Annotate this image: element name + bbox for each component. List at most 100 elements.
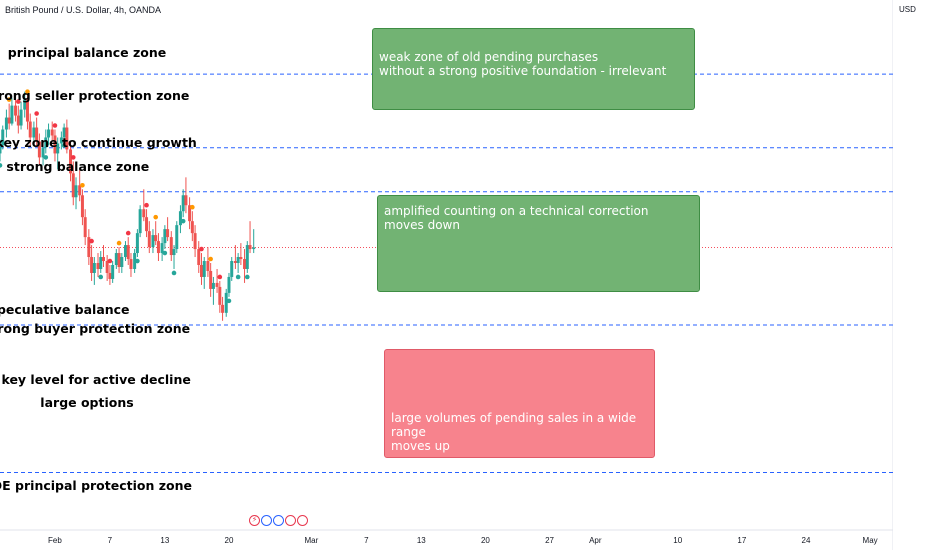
candle-body[interactable]	[0, 145, 2, 154]
zone-annotation[interactable]: key level for active decline	[1, 372, 191, 388]
us-flag-icon[interactable]	[297, 515, 308, 526]
candle-body[interactable]	[133, 253, 137, 269]
candle-body[interactable]	[178, 211, 182, 226]
candle-body[interactable]	[211, 282, 215, 289]
candle-body[interactable]	[175, 225, 179, 250]
zone-annotation[interactable]: key zone to continue growth	[0, 135, 197, 151]
candle-body[interactable]	[87, 237, 91, 258]
candle-body[interactable]	[202, 261, 206, 277]
candle-body[interactable]	[209, 270, 213, 289]
candle-body[interactable]	[243, 259, 247, 269]
candle-body[interactable]	[156, 241, 160, 254]
candle-body[interactable]	[227, 276, 231, 293]
candle-body[interactable]	[28, 121, 32, 138]
candle-body[interactable]	[248, 245, 252, 250]
candle-body[interactable]	[123, 245, 127, 258]
candle-body[interactable]	[154, 235, 158, 242]
candle-body[interactable]	[7, 117, 11, 124]
candle-body[interactable]	[252, 247, 256, 250]
candle-body[interactable]	[25, 99, 29, 122]
candle-body[interactable]	[218, 286, 222, 305]
candle-body[interactable]	[169, 237, 173, 256]
candle-body[interactable]	[160, 243, 164, 254]
gb-flag-icon[interactable]	[273, 515, 284, 526]
zone-annotation[interactable]: strong balance zone	[6, 158, 150, 174]
us-flag-icon[interactable]	[285, 515, 296, 526]
candle-body[interactable]	[78, 185, 82, 196]
candle-body[interactable]	[10, 105, 14, 124]
candle-body[interactable]	[99, 257, 103, 269]
candle-body[interactable]	[126, 245, 130, 260]
candle-body[interactable]	[190, 221, 194, 234]
candle-body[interactable]	[138, 209, 142, 234]
candle-body[interactable]	[71, 173, 75, 198]
candle-body[interactable]	[35, 127, 39, 142]
zone-annotation[interactable]: speculative balance	[0, 302, 130, 318]
candle-body[interactable]	[50, 129, 54, 136]
candle-body[interactable]	[239, 257, 243, 260]
candle-body[interactable]	[108, 272, 112, 279]
candle-body[interactable]	[197, 249, 201, 265]
zone-annotation[interactable]: strong buyer protection zone	[0, 321, 191, 337]
candle-body[interactable]	[101, 257, 105, 262]
candle-body[interactable]	[23, 99, 27, 110]
candle-body[interactable]	[184, 195, 188, 206]
candle-body[interactable]	[69, 149, 73, 174]
us-flag-icon[interactable]	[261, 515, 272, 526]
zone-annotation[interactable]: large options	[40, 394, 134, 410]
candle-body[interactable]	[14, 105, 18, 116]
candle-body[interactable]	[145, 217, 149, 232]
candle-body[interactable]	[245, 245, 249, 269]
candle-body[interactable]	[206, 261, 210, 271]
candle-body[interactable]	[233, 261, 237, 264]
candle-body[interactable]	[188, 205, 192, 222]
candle-body[interactable]	[47, 129, 51, 138]
candle-body[interactable]	[120, 257, 124, 267]
candle-body[interactable]	[32, 127, 36, 138]
note-weak-zone[interactable]: weak zone of old pending purchases witho…	[372, 28, 695, 110]
candle-body[interactable]	[44, 137, 48, 148]
candle-body[interactable]	[56, 143, 60, 154]
candle-body[interactable]	[83, 217, 87, 238]
candle-body[interactable]	[151, 235, 155, 248]
candle-body[interactable]	[147, 231, 151, 248]
candle-body[interactable]	[166, 229, 170, 238]
note-technical-correction[interactable]: amplified counting on a technical correc…	[377, 195, 700, 292]
candle-body[interactable]	[111, 265, 115, 279]
candle-body[interactable]	[19, 109, 23, 126]
candle-body[interactable]	[4, 117, 8, 130]
candle-body[interactable]	[53, 135, 57, 154]
candle-body[interactable]	[41, 147, 45, 158]
candle-body[interactable]	[230, 261, 234, 277]
candle-body[interactable]	[163, 229, 167, 244]
candle-body[interactable]	[16, 115, 20, 126]
candle-body[interactable]	[199, 265, 203, 277]
candle-body[interactable]	[181, 195, 185, 212]
candle-body[interactable]	[193, 233, 197, 250]
candle-body[interactable]	[1, 129, 5, 146]
candle-body[interactable]	[114, 253, 118, 265]
candle-body[interactable]	[62, 127, 66, 138]
candle-body[interactable]	[172, 249, 176, 256]
candle-body[interactable]	[74, 185, 78, 198]
candle-body[interactable]	[221, 304, 225, 313]
candle-body[interactable]	[92, 263, 96, 273]
candle-body[interactable]	[129, 259, 133, 269]
zone-annotation[interactable]: strong seller protection zone	[0, 87, 190, 103]
candle-body[interactable]	[105, 261, 109, 273]
note-pending-sales[interactable]: large volumes of pending sales in a wide…	[384, 349, 655, 458]
candle-body[interactable]	[236, 257, 240, 264]
candle-body[interactable]	[224, 292, 228, 313]
candle-body[interactable]	[37, 141, 41, 158]
candle-body[interactable]	[135, 233, 139, 254]
candle-body[interactable]	[215, 282, 219, 287]
candle-body[interactable]	[59, 137, 63, 144]
candle-body[interactable]	[90, 257, 94, 273]
candle-body[interactable]	[142, 209, 146, 218]
candle-body[interactable]	[96, 263, 100, 269]
candle-body[interactable]	[65, 127, 69, 150]
price-axis[interactable]	[893, 0, 932, 550]
zone-annotation[interactable]: BOE principal protection zone	[0, 477, 192, 493]
candle-body[interactable]	[117, 253, 121, 267]
zone-annotation[interactable]: principal balance zone	[7, 44, 167, 60]
